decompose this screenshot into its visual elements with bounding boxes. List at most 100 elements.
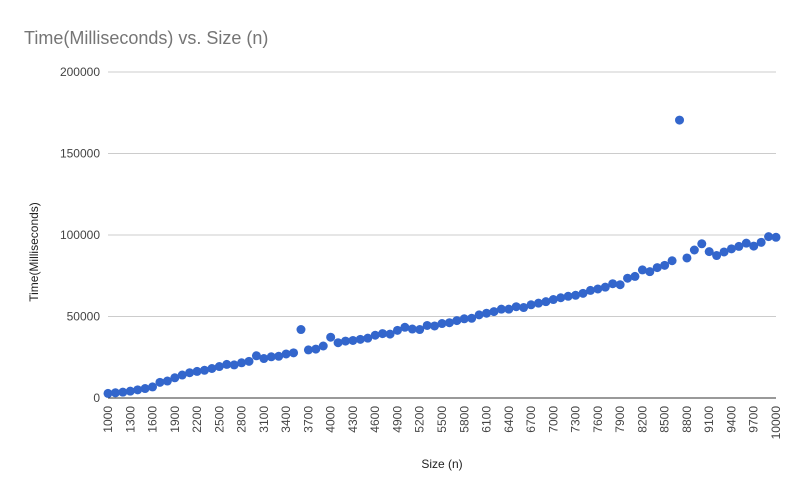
data-point [177,370,187,380]
x-tick-label: 1000 [101,406,115,433]
data-point [170,373,180,383]
data-points [103,115,781,398]
data-point [237,358,247,368]
y-tick-label: 200000 [60,65,100,79]
data-point [726,244,736,254]
data-point [110,388,120,398]
data-point [459,314,469,324]
data-point [162,376,172,386]
data-point [259,354,269,364]
data-point [452,316,462,326]
gridlines [108,71,776,399]
data-point [764,232,774,242]
data-point [400,322,410,332]
data-point [148,382,158,392]
data-point [741,238,751,248]
x-tick-label: 7000 [546,406,560,433]
data-point [630,271,640,281]
x-tick-label: 7900 [613,406,627,433]
x-tick-label: 4000 [324,406,338,433]
data-point [192,366,202,376]
data-point [682,253,692,263]
x-tick-label: 3700 [301,406,315,433]
x-tick-label: 3100 [257,406,271,433]
data-point [675,115,685,125]
data-point [563,291,573,301]
data-point [482,308,492,318]
y-axis-ticks: 0 50000 100000 150000 200000 [60,65,100,405]
x-tick-label: 4300 [346,406,360,433]
data-point [341,336,351,346]
data-point [281,349,291,359]
data-point [712,251,722,261]
x-tick-label: 7300 [569,406,583,433]
chart-title: Time(Milliseconds) vs. Size (n) [24,28,268,48]
data-point [185,368,195,378]
x-tick-label: 8500 [658,406,672,433]
data-point [326,332,336,342]
x-tick-label: 1600 [146,406,160,433]
data-point [392,325,402,335]
data-point [652,263,662,273]
data-point [415,325,425,335]
x-tick-label: 4900 [390,406,404,433]
y-tick-label: 50000 [67,310,101,324]
data-point [444,318,454,328]
x-tick-label: 3400 [279,406,293,433]
data-point [207,363,217,373]
data-point [704,247,714,257]
data-point [556,293,566,303]
data-point [348,335,358,345]
data-point [615,280,625,290]
data-point [749,241,759,251]
x-tick-label: 9100 [702,406,716,433]
data-point [519,303,529,313]
data-point [251,351,261,361]
x-tick-label: 9700 [747,406,761,433]
data-point [363,333,373,343]
data-point [504,304,514,314]
data-point [623,273,633,283]
x-tick-label: 1300 [123,406,137,433]
data-point [266,352,276,362]
data-point [585,285,595,295]
data-point [593,284,603,294]
data-point [719,247,729,257]
data-point [199,365,209,375]
data-point [378,329,388,339]
x-tick-label: 10000 [769,406,783,440]
data-point [289,348,299,358]
data-point [229,360,239,370]
y-tick-label: 100000 [60,228,100,242]
data-point [689,245,699,255]
data-point [600,282,610,292]
data-point [697,239,707,249]
y-axis-title: Time(Milliseconds) [27,202,41,302]
data-point [734,241,744,251]
x-tick-label: 2500 [212,406,226,433]
data-point [118,387,128,397]
data-point [222,359,232,369]
y-tick-label: 150000 [60,147,100,161]
x-tick-label: 6400 [502,406,516,433]
data-point [385,329,395,339]
x-tick-label: 6700 [524,406,538,433]
data-point [103,388,113,398]
data-point [660,260,670,270]
data-point [771,232,781,242]
data-point [407,324,417,334]
data-point [608,279,618,289]
data-point [274,351,284,361]
x-tick-label: 1900 [168,406,182,433]
data-point [548,295,558,305]
data-point [133,385,143,395]
x-tick-label: 8800 [680,406,694,433]
data-point [214,362,224,372]
data-point [125,386,135,396]
data-point [645,267,655,277]
data-point [467,313,477,323]
data-point [140,384,150,394]
x-axis-title: Size (n) [421,457,462,471]
data-point [333,338,343,348]
